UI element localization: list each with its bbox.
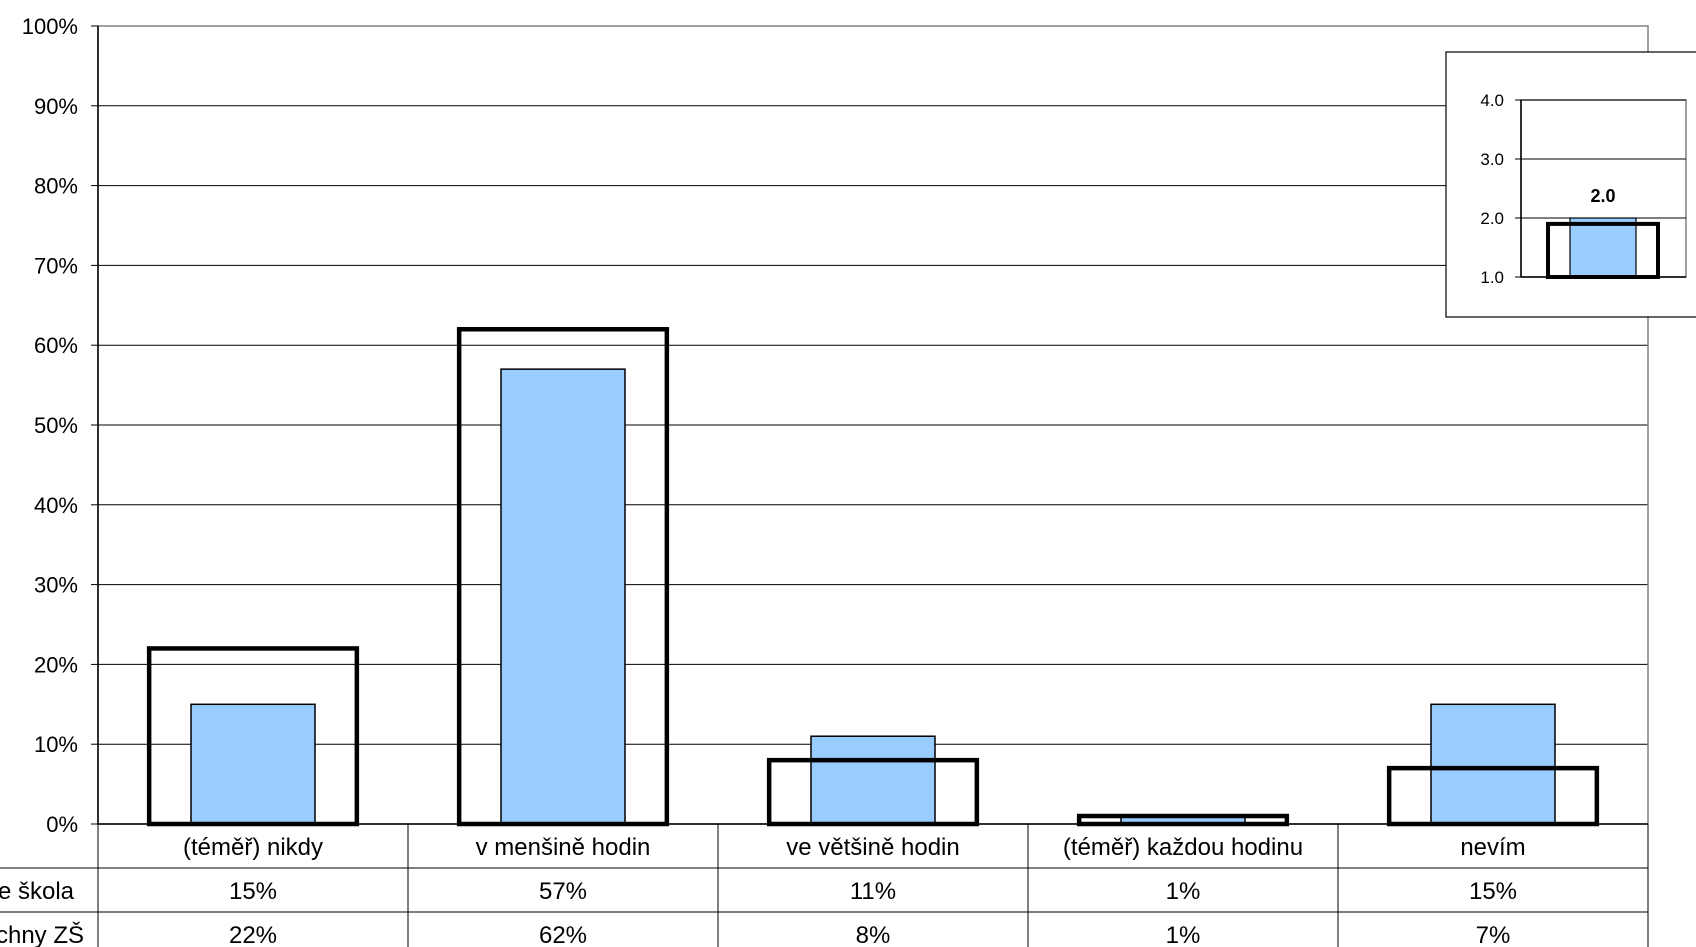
inset-y-tick-label: 3.0 [1480, 150, 1504, 169]
inset-bar-vase-skola [1569, 217, 1637, 278]
data-label-vase-skola: 57% [539, 878, 587, 905]
y-tick-label: 50% [34, 413, 78, 438]
y-tick-label: 30% [34, 573, 78, 598]
series-name-vase-skola: Vaše škola [0, 878, 75, 905]
data-label-vsechny-zs: 22% [229, 922, 277, 947]
inset-chart: 1.0 2.0 3.0 4.0 2.0 [1445, 51, 1696, 318]
category-label: nevím [1460, 834, 1525, 861]
bars [146, 326, 1600, 827]
y-tick-label: 100% [22, 14, 78, 39]
bar-vsechny-zs [146, 646, 360, 827]
data-label-vase-skola: 15% [1469, 878, 1517, 905]
category-label: ve většině hodin [786, 834, 959, 861]
category-label: (téměř) každou hodinu [1063, 834, 1303, 861]
y-axis-ticks: 0% 10% 20% 30% 40% 50% 60% 70% 80% 90% 100% [22, 14, 98, 837]
category-label: v menšině hodin [476, 834, 651, 861]
data-label-vase-skola: 1% [1166, 878, 1201, 905]
inset-y-tick-label: 2.0 [1480, 209, 1504, 228]
y-tick-label: 80% [34, 174, 78, 199]
data-label-vase-skola: 11% [850, 878, 896, 905]
y-tick-label: 90% [34, 94, 78, 119]
bar-vsechny-zs [456, 326, 670, 827]
category-label: (téměř) nikdy [183, 834, 323, 861]
bar-vase-skola [1430, 703, 1556, 825]
y-tick-label: 20% [34, 652, 78, 677]
y-tick-label: 60% [34, 333, 78, 358]
bar-vsechny-zs [1386, 765, 1600, 827]
data-label-vsechny-zs: 8% [856, 922, 891, 947]
bar-vsechny-zs [766, 757, 980, 827]
data-label-vase-skola: 15% [229, 878, 277, 905]
inset-y-tick-label: 1.0 [1480, 268, 1504, 287]
y-tick-label: 0% [46, 812, 78, 837]
bar-vsechny-zs [1076, 813, 1290, 827]
data-table: (téměř) nikdy 15% 22% v menšině hodin 57% 62%… [0, 824, 1649, 947]
bar-vase-skola [190, 703, 316, 825]
y-tick-label: 10% [34, 732, 78, 757]
data-label-vsechny-zs: 1% [1166, 922, 1201, 947]
inset-data-label: 2.0 [1590, 186, 1615, 206]
y-tick-label: 40% [34, 493, 78, 518]
inset-y-tick-label: 4.0 [1480, 91, 1504, 110]
data-label-vsechny-zs: 7% [1476, 922, 1511, 947]
y-tick-label: 70% [34, 253, 78, 278]
bar-vase-skola [500, 368, 626, 825]
series-name-vsechny-zs: Všechny ZŠ [0, 921, 84, 947]
data-label-vsechny-zs: 62% [539, 922, 587, 947]
bar-vase-skola [810, 735, 936, 825]
inset-bar-vsechny-zs [1546, 221, 1660, 279]
